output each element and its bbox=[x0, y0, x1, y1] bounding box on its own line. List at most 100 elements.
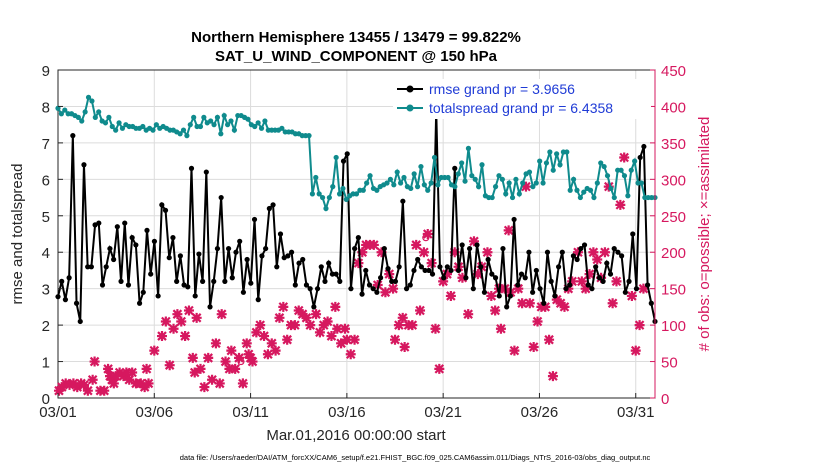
obs-assimilated-marker bbox=[247, 356, 258, 367]
spread-point bbox=[336, 191, 343, 197]
spread-point bbox=[608, 185, 614, 192]
rmse-point bbox=[240, 289, 247, 295]
rmse-point bbox=[411, 267, 417, 274]
rmse-point bbox=[81, 162, 87, 168]
rmse-point bbox=[607, 271, 614, 277]
rmse-point bbox=[326, 260, 332, 266]
rmse-point bbox=[359, 291, 365, 297]
rmse-point bbox=[344, 151, 350, 157]
obs-assimilated-marker bbox=[237, 378, 248, 389]
rmse-point bbox=[244, 256, 250, 263]
rmse-point bbox=[544, 249, 551, 255]
obs-assimilated-marker bbox=[388, 283, 399, 294]
obs-assimilated-marker bbox=[251, 327, 262, 338]
rmse-point bbox=[207, 304, 213, 310]
rmse-point bbox=[374, 289, 380, 295]
rmse-point bbox=[515, 282, 521, 288]
rmse-point bbox=[463, 275, 469, 281]
obs-assimilated-marker bbox=[266, 338, 277, 349]
obs-assimilated-marker bbox=[156, 331, 167, 342]
spread-point bbox=[374, 187, 380, 193]
rmse-point bbox=[392, 278, 399, 284]
rmse-point bbox=[159, 202, 165, 208]
x-tick-label: 03/16 bbox=[328, 404, 366, 421]
spread-point bbox=[516, 191, 522, 197]
x-tick-label: 03/06 bbox=[136, 404, 174, 421]
spread-point bbox=[197, 123, 204, 130]
obs-assimilated-marker bbox=[517, 298, 528, 309]
rmse-point bbox=[422, 267, 428, 274]
rmse-point bbox=[474, 242, 480, 248]
obs-assimilated-marker bbox=[422, 229, 433, 239]
rmse-point bbox=[96, 220, 102, 226]
spread-point bbox=[255, 120, 261, 126]
spread-point bbox=[554, 151, 560, 157]
spread-point bbox=[520, 180, 526, 186]
rmse-point bbox=[303, 282, 310, 288]
spread-point bbox=[353, 191, 360, 197]
y-left-tick-label: 4 bbox=[42, 245, 50, 262]
obs-assimilated-marker bbox=[270, 345, 281, 356]
rmse-point bbox=[255, 297, 261, 303]
rmse-point bbox=[548, 278, 554, 284]
rmse-point bbox=[537, 286, 543, 292]
obs-assimilated-marker bbox=[397, 312, 408, 323]
obs-assimilated-marker bbox=[592, 254, 603, 265]
legend-rmse-label: rmse grand pr = 3.9656 bbox=[429, 81, 575, 97]
axes: 0 1 2 3 4 5 6 7 8 9 0 50 100 150 200 250 300 350 400 450 03/… bbox=[39, 63, 686, 421]
obs-assimilated-marker bbox=[259, 331, 270, 342]
rmse-point bbox=[504, 304, 510, 310]
obs-assimilated-marker bbox=[472, 269, 483, 280]
obs-assimilated-marker bbox=[220, 356, 231, 367]
rmse-point bbox=[600, 278, 606, 284]
obs-assimilated-marker bbox=[580, 283, 591, 294]
rmse-point bbox=[62, 297, 69, 303]
rmse-point bbox=[396, 264, 402, 270]
obs-assimilated-marker bbox=[341, 334, 352, 345]
rmse-point bbox=[200, 278, 206, 284]
spread-point bbox=[252, 123, 258, 130]
spread-point bbox=[476, 184, 482, 190]
rmse-point bbox=[518, 271, 525, 277]
spread-point bbox=[526, 169, 533, 175]
obs-assimilated-marker bbox=[584, 269, 595, 280]
legend-box bbox=[393, 79, 651, 119]
rmse-point bbox=[615, 249, 621, 255]
obs-assimilated-marker bbox=[544, 334, 555, 345]
y-right-tick-label: 350 bbox=[661, 136, 686, 153]
spread-point bbox=[225, 122, 231, 128]
spread-point bbox=[401, 174, 407, 181]
rmse-point bbox=[585, 282, 591, 288]
rmse-point bbox=[637, 154, 643, 161]
y-right-tick-label: 100 bbox=[661, 318, 686, 335]
rmse-point bbox=[225, 245, 232, 252]
obs-assimilated-marker bbox=[216, 309, 227, 320]
obs-assimilated-marker bbox=[353, 258, 364, 269]
obs-assimilated-marker bbox=[603, 181, 614, 192]
obs-assimilated-marker bbox=[199, 382, 210, 393]
spread-point bbox=[587, 187, 594, 193]
rmse-point bbox=[459, 242, 465, 248]
rmse-point bbox=[381, 245, 387, 252]
spread-point bbox=[574, 187, 580, 193]
y-left-tick-label: 2 bbox=[42, 318, 50, 335]
legend-rmse-marker bbox=[406, 85, 414, 93]
rmse-line bbox=[57, 110, 656, 322]
rmse-point bbox=[203, 169, 209, 175]
spread-point bbox=[414, 184, 421, 190]
obs-assimilated-marker bbox=[226, 345, 237, 356]
rmse-point bbox=[307, 286, 313, 292]
spread-point bbox=[85, 94, 92, 100]
obs-assimilated-marker bbox=[210, 338, 221, 349]
rmse-point bbox=[511, 216, 517, 223]
spread-point bbox=[550, 167, 556, 173]
spread-point bbox=[384, 180, 390, 186]
obs-assimilated-marker bbox=[230, 363, 241, 374]
rmse-point bbox=[151, 238, 158, 244]
rmse-point bbox=[114, 224, 120, 230]
rmse-point bbox=[403, 286, 410, 292]
spread-point bbox=[387, 176, 394, 182]
rmse-point bbox=[418, 264, 424, 270]
rmse-point bbox=[593, 264, 599, 270]
obs-assimilated-marker bbox=[349, 334, 360, 345]
